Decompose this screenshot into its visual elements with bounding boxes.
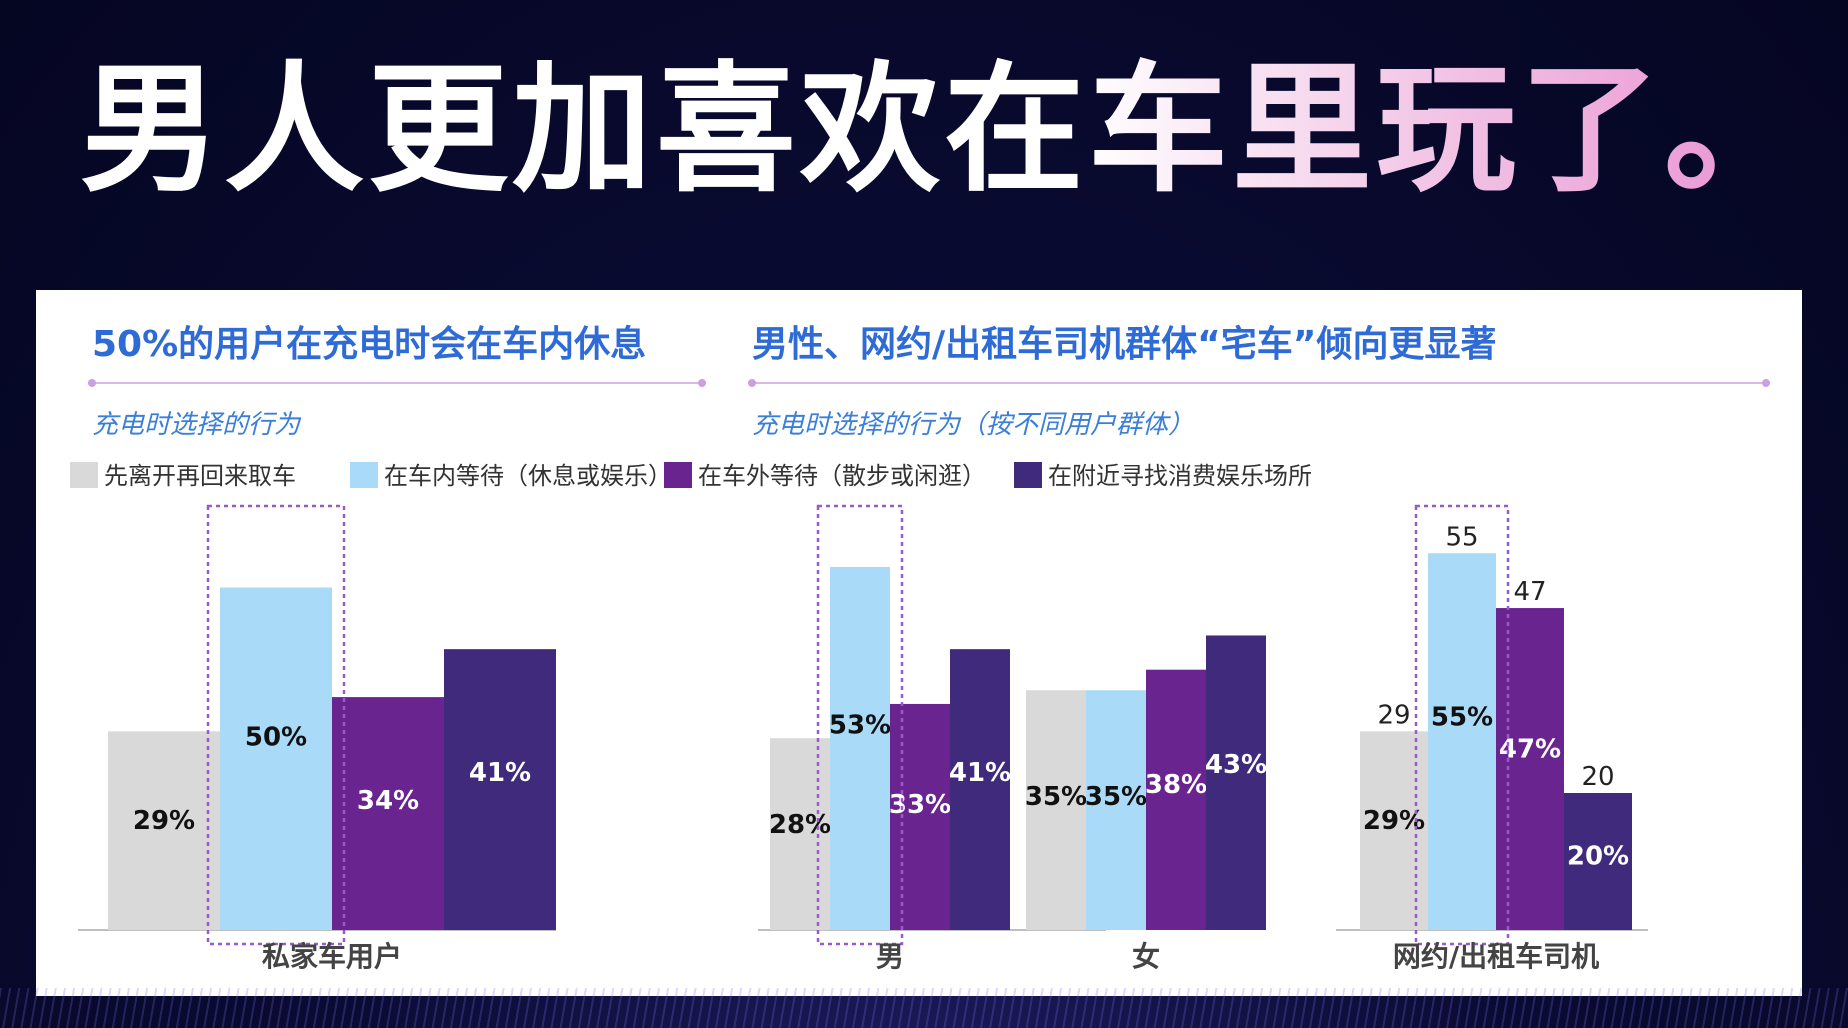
bar-g0-s0 <box>108 731 220 930</box>
bar-g2-s3 <box>1206 635 1266 930</box>
bar-g2-s1 <box>1086 690 1146 930</box>
legend-swatch-1 <box>350 462 378 488</box>
panel-title-1: 男性、网约/出租车司机群体“宅车”倾向更显著 <box>752 323 1496 365</box>
top-label-g3-s2: 47 <box>1513 577 1546 607</box>
data-label-g1-s1: 53% <box>829 710 891 740</box>
bar-g1-s0 <box>770 738 830 930</box>
panel-subtitle-0: 充电时选择的行为 <box>92 410 302 440</box>
top-label-g3-s3: 20 <box>1581 762 1614 792</box>
legend-label-2: 在车外等待（散步或闲逛） <box>698 462 986 490</box>
bar-g2-s2 <box>1146 669 1206 930</box>
panel-rule-dot-start-0 <box>88 379 96 387</box>
highlight-box-g3 <box>1414 504 1510 946</box>
bar-g3-s2 <box>1496 608 1564 930</box>
bar-g3-s1 <box>1428 553 1496 930</box>
chart-panel: 50%的用户在充电时会在车内休息充电时选择的行为 男性、网约/出租车司机群体“宅车… <box>36 290 1802 996</box>
data-label-g3-s1: 55% <box>1431 702 1493 732</box>
bar-g3-s3 <box>1564 793 1632 930</box>
legend-swatch-2 <box>664 462 692 488</box>
data-label-g2-s2: 38% <box>1145 770 1207 800</box>
data-label-g0-s0: 29% <box>133 806 195 836</box>
data-label-g1-s0: 28% <box>769 810 831 840</box>
legend-label-3: 在附近寻找消费娱乐场所 <box>1048 462 1312 490</box>
bar-g0-s3 <box>444 649 556 930</box>
data-label-g2-s0: 35% <box>1025 782 1087 812</box>
highlight-box-g0 <box>206 504 346 946</box>
bar-g0-s2 <box>332 697 444 930</box>
top-label-g3-s0: 29 <box>1377 700 1410 730</box>
category-label-g1: 男 <box>876 940 904 973</box>
legend-label-0: 先离开再回来取车 <box>104 462 296 490</box>
panel-subtitle-1: 充电时选择的行为（按不同用户群体） <box>752 410 1194 440</box>
legend-swatch-3 <box>1014 462 1042 488</box>
top-label-g3-s1: 55 <box>1445 522 1478 552</box>
category-label-g3: 网约/出租车司机 <box>1393 940 1599 973</box>
data-label-g1-s2: 33% <box>889 790 951 820</box>
panel-title-0: 50%的用户在充电时会在车内休息 <box>92 324 646 365</box>
headline: 男人更加喜欢在车里玩了。 <box>80 40 1808 222</box>
data-label-g0-s1: 50% <box>245 722 307 752</box>
data-label-g2-s3: 43% <box>1205 750 1267 780</box>
bar-g1-s3 <box>950 649 1010 930</box>
bar-g1-s2 <box>890 703 950 930</box>
panel-rule-dot-start-1 <box>748 379 756 387</box>
bar-g1-s1 <box>830 566 890 930</box>
panel-rule-dot-end-0 <box>698 379 706 387</box>
data-label-g3-s0: 29% <box>1363 806 1425 836</box>
data-label-g0-s2: 34% <box>357 786 419 816</box>
data-label-g0-s3: 41% <box>469 758 531 788</box>
legend-swatch-0 <box>70 462 98 488</box>
data-label-g3-s2: 47% <box>1499 734 1561 764</box>
bar-g2-s0 <box>1026 690 1086 930</box>
category-label-g2: 女 <box>1132 940 1160 973</box>
wave-decoration <box>0 988 1848 1028</box>
category-label-g0: 私家车用户 <box>262 940 402 973</box>
data-label-g1-s3: 41% <box>949 758 1011 788</box>
highlight-box-g1 <box>816 504 904 946</box>
data-label-g2-s1: 35% <box>1085 782 1147 812</box>
data-label-g3-s3: 20% <box>1567 842 1629 872</box>
panel-rule-dot-end-1 <box>1762 379 1770 387</box>
legend-label-1: 在车内等待（休息或娱乐） <box>384 462 672 490</box>
bar-g0-s1 <box>220 587 332 930</box>
